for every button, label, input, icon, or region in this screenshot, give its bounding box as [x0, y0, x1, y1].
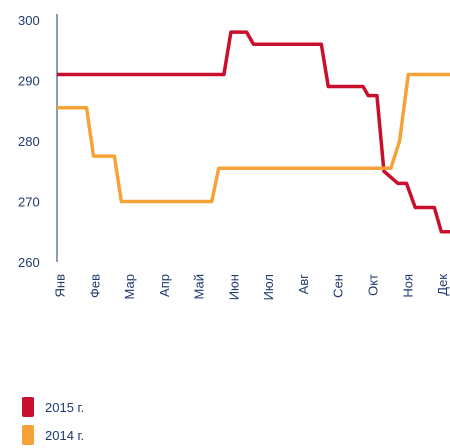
line-series	[57, 72, 450, 204]
x-tick-label: Янв	[52, 274, 67, 298]
x-tick-label: Июл	[261, 274, 276, 300]
x-tick-label: Сен	[331, 274, 346, 298]
legend-label: 2014 г.	[45, 428, 84, 443]
y-tick-label: 290	[18, 74, 40, 89]
x-tick-label: Дек	[435, 274, 450, 296]
legend-swatch	[22, 425, 34, 445]
x-tick-label: Мар	[122, 274, 137, 299]
x-tick-label: Фев	[87, 274, 102, 298]
x-tick-label: Июн	[226, 274, 241, 300]
x-tick-label: Авг	[296, 274, 311, 295]
y-tick-label: 270	[18, 195, 40, 210]
x-tick-label: Ноя	[400, 274, 415, 298]
x-tick-label: Апр	[157, 274, 172, 297]
line-series	[57, 30, 450, 234]
y-tick-label: 280	[18, 134, 40, 149]
y-tick-label: 260	[18, 255, 40, 270]
legend-label: 2015 г.	[45, 400, 84, 415]
y-tick-label: 300	[18, 13, 40, 28]
x-tick-label: Окт	[365, 274, 380, 296]
x-tick-label: Май	[192, 274, 207, 299]
legend-swatch	[22, 397, 34, 417]
